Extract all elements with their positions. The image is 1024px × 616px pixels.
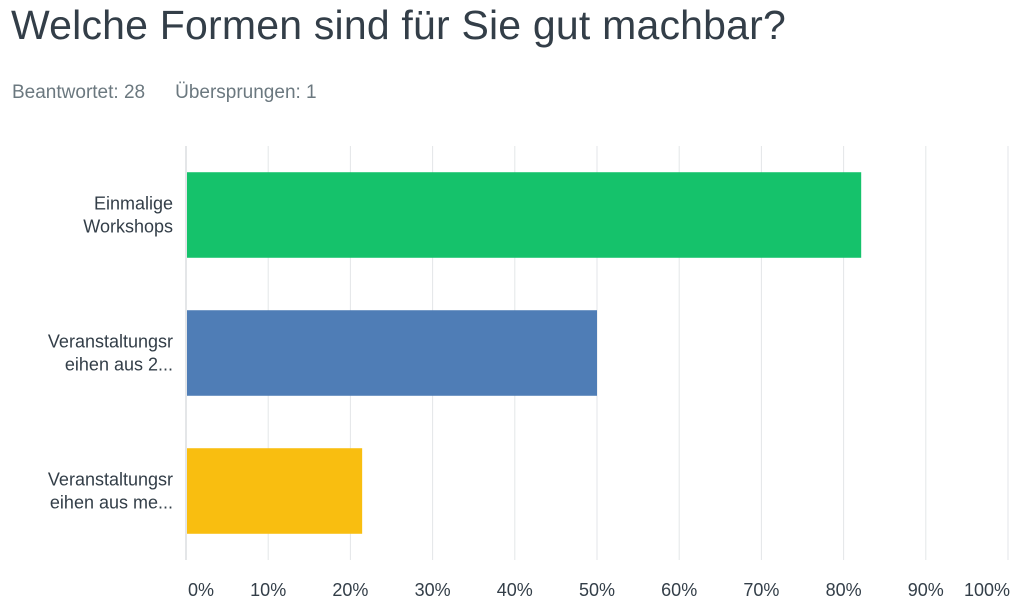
bar[interactable]	[187, 172, 862, 258]
question-title: Welche Formen sind für Sie gut machbar?	[11, 2, 787, 48]
category-labels: Einmalige Workshops Veranstaltungsr eihen a…	[48, 194, 173, 513]
x-tick-label: 70%	[743, 580, 779, 600]
category-label: Veranstaltungsr eihen aus 2...	[48, 332, 173, 375]
x-tick-label: 80%	[826, 580, 862, 600]
skipped-count: Übersprungen: 1	[175, 82, 317, 103]
category-label: Veranstaltungsr eihen aus me...	[48, 470, 173, 513]
bars	[187, 172, 862, 534]
x-tick-label: 90%	[908, 580, 944, 600]
answered-count: Beantwortet: 28	[12, 82, 146, 103]
x-tick-label: 100%	[964, 580, 1010, 600]
x-tick-label: 50%	[579, 580, 615, 600]
response-stats: Beantwortet: 28 Übersprungen: 1	[12, 82, 317, 104]
bar[interactable]	[187, 310, 597, 396]
x-tick-labels: 0% 10% 20% 30% 40% 50% 60% 70% 80% 90% 100%	[188, 580, 1010, 600]
x-tick-label: 30%	[415, 580, 451, 600]
x-tick-label: 60%	[661, 580, 697, 600]
bar[interactable]	[187, 448, 363, 534]
x-tick-label: 40%	[497, 580, 533, 600]
x-tick-label: 20%	[332, 580, 368, 600]
category-label: Einmalige Workshops	[83, 194, 173, 237]
x-tick-label: 0%	[188, 580, 214, 600]
x-tick-label: 10%	[250, 580, 286, 600]
